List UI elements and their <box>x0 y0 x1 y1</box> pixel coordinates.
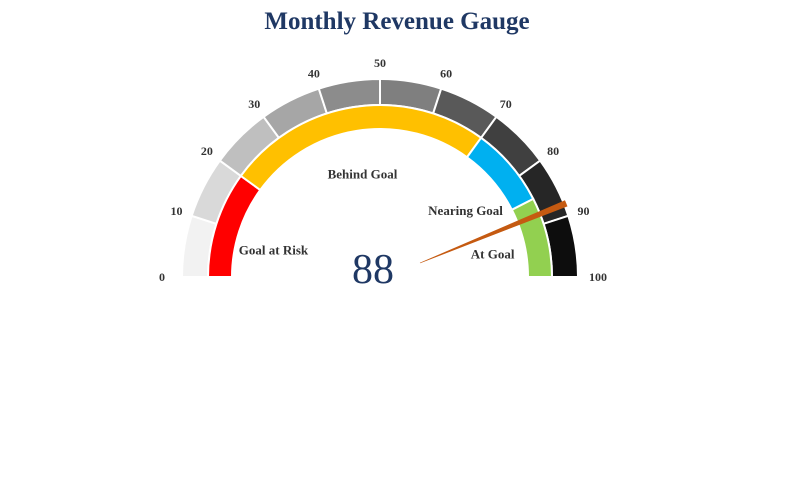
tick-label-100: 100 <box>589 270 607 284</box>
needle-layer <box>419 200 568 264</box>
tick-label-50: 50 <box>374 56 386 70</box>
gauge-value: 88 <box>352 247 394 293</box>
tick-label-70: 70 <box>500 97 512 111</box>
chart-title: Monthly Revenue Gauge <box>264 8 530 35</box>
tick-label-90: 90 <box>578 204 590 218</box>
zone-label-goal-at-risk: Goal at Risk <box>239 242 309 257</box>
tick-label-20: 20 <box>201 144 213 158</box>
tick-label-80: 80 <box>547 144 559 158</box>
tick-label-10: 10 <box>170 204 182 218</box>
zone-label-behind-goal: Behind Goal <box>328 166 398 181</box>
zone-ring <box>206 104 554 278</box>
gauge-needle <box>419 200 568 264</box>
tick-labels: 0 10 20 30 40 50 60 70 80 90 100 <box>159 56 607 284</box>
zone-label-at-goal: At Goal <box>471 247 515 262</box>
tick-label-30: 30 <box>248 97 260 111</box>
tick-label-40: 40 <box>308 66 320 80</box>
zone-label-nearing-goal: Nearing Goal <box>428 203 503 218</box>
zone-labels: Goal at Risk Behind Goal Nearing Goal At Go… <box>239 166 515 261</box>
tick-label-60: 60 <box>440 66 452 80</box>
tick-label-0: 0 <box>159 270 165 284</box>
